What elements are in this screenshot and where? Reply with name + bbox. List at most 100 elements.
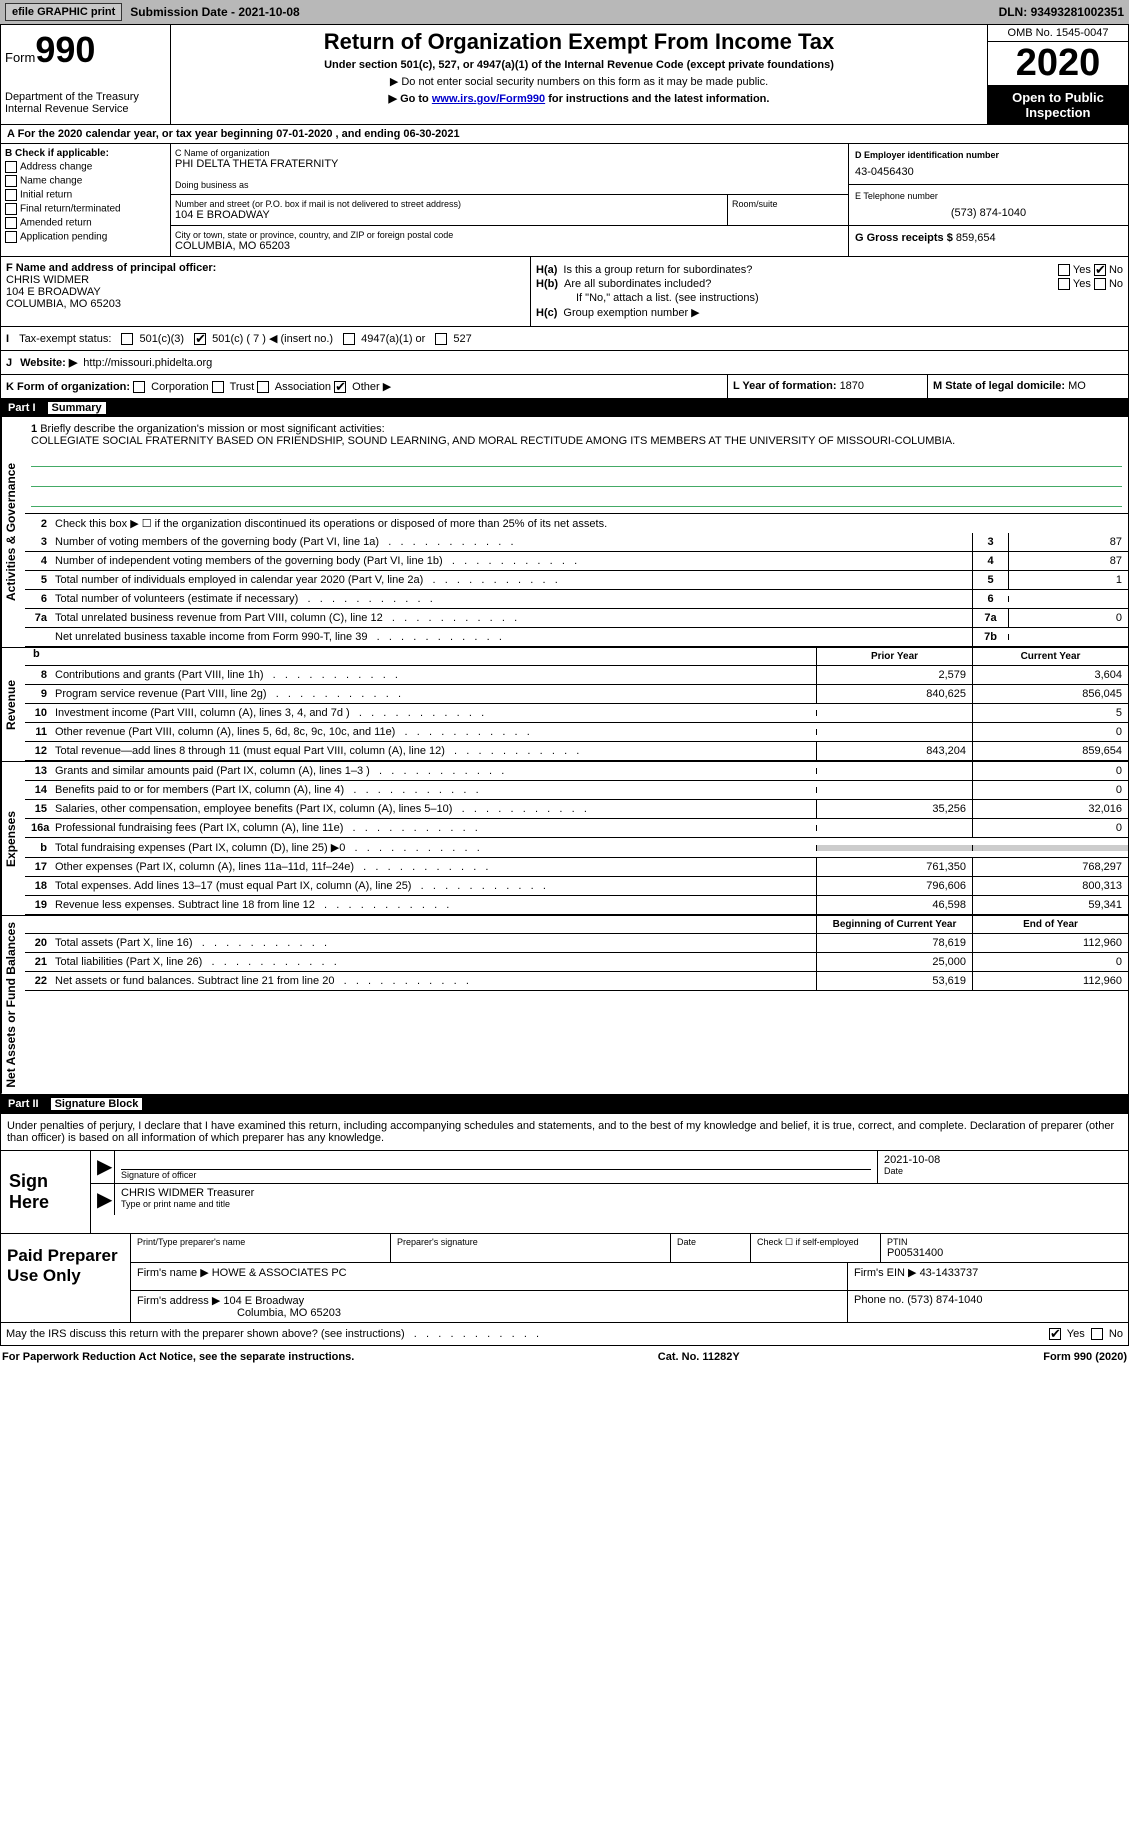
cb-501c[interactable] [194,333,206,345]
h-note: If "No," attach a list. (see instruction… [576,292,759,304]
city-label: City or town, state or province, country… [175,230,844,240]
firm-phone: (573) 874-1040 [907,1294,982,1306]
cb-address-change[interactable]: Address change [5,161,166,173]
vtab-rev: Revenue [1,648,25,761]
form-title: Return of Organization Exempt From Incom… [175,29,983,55]
cb-501c3[interactable] [121,333,133,345]
cb-other[interactable] [334,381,346,393]
expenses-section: Expenses 13Grants and similar amounts pa… [0,762,1129,916]
part1-title: Summary [48,402,106,414]
prep-sig-hdr: Preparer's signature [391,1234,671,1262]
gov-row: 4Number of independent voting members of… [25,552,1128,571]
data-row: bTotal fundraising expenses (Part IX, co… [25,838,1128,858]
firm-name: HOWE & ASSOCIATES PC [212,1267,347,1279]
data-row: 17Other expenses (Part IX, column (A), l… [25,858,1128,877]
data-row: 18Total expenses. Add lines 13–17 (must … [25,877,1128,896]
d-label: D Employer identification number [855,150,1122,160]
paid-preparer: Paid Preparer Use Only Print/Type prepar… [0,1234,1129,1323]
gov-row: 6Total number of volunteers (estimate if… [25,590,1128,609]
cb-discuss-yes[interactable] [1049,1328,1061,1340]
part2-title: Signature Block [51,1098,143,1110]
ein: 43-0456430 [855,166,1122,178]
dln: DLN: 93493281002351 [999,5,1124,19]
cb-assoc[interactable] [257,381,269,393]
sign-date: 2021-10-08 [884,1154,1122,1166]
ssn-warning: ▶ Do not enter social security numbers o… [175,75,983,88]
state-domicile: MO [1068,380,1086,392]
eoy-hdr: End of Year [972,916,1128,933]
firm-ein-label: Firm's EIN ▶ [854,1267,920,1279]
header-left: Form990 Department of the Treasury Inter… [1,25,171,124]
hb-label: Are all subordinates included? [564,278,711,290]
prior-year-hdr: Prior Year [816,648,972,665]
sign-here-label: Sign Here [1,1151,91,1233]
form990-link[interactable]: www.irs.gov/Form990 [432,93,545,105]
prep-date-hdr: Date [671,1234,751,1262]
firm-addr1: 104 E Broadway [223,1295,304,1307]
mission-text: COLLEGIATE SOCIAL FRATERNITY BASED ON FR… [31,435,1122,447]
g-label: G Gross receipts $ [855,232,956,244]
cb-final-return[interactable]: Final return/terminated [5,203,166,215]
data-row: 21Total liabilities (Part X, line 26)25,… [25,953,1128,972]
form-word: Form [5,50,35,65]
footer-mid: Cat. No. 11282Y [658,1351,740,1363]
footer-right: Form 990 (2020) [1043,1351,1127,1363]
city: COLUMBIA, MO 65203 [175,240,844,252]
dba-label: Doing business as [175,180,844,190]
efile-print-button[interactable]: efile GRAPHIC print [5,3,122,21]
declaration: Under penalties of perjury, I declare th… [0,1113,1129,1151]
form-number: Form990 [5,29,166,71]
cb-527[interactable] [435,333,447,345]
data-row: 10Investment income (Part VIII, column (… [25,704,1128,723]
data-row: 13Grants and similar amounts paid (Part … [25,762,1128,781]
submission-date-value: 2021-10-08 [238,5,299,19]
data-row: 11Other revenue (Part VIII, column (A), … [25,723,1128,742]
vtab-gov: Activities & Governance [1,417,25,647]
m-label: M State of legal domicile: [933,380,1065,392]
self-emp-hdr: Check ☐ if self-employed [751,1234,881,1262]
data-row: 14Benefits paid to or for members (Part … [25,781,1128,800]
footer-left: For Paperwork Reduction Act Notice, see … [2,1351,354,1363]
irs-discuss: May the IRS discuss this return with the… [6,1328,405,1340]
firm-addr2: Columbia, MO 65203 [137,1307,841,1319]
line-a: A For the 2020 calendar year, or tax yea… [0,125,1129,144]
officer-name-title: CHRIS WIDMER Treasurer [121,1187,1122,1199]
cb-corp[interactable] [133,381,145,393]
goto-post: for instructions and the latest informat… [545,93,769,105]
boy-hdr: Beginning of Current Year [816,916,972,933]
cb-trust[interactable] [212,381,224,393]
cb-discuss-no[interactable] [1091,1328,1103,1340]
website: http://missouri.phidelta.org [83,357,212,369]
header-right: OMB No. 1545-0047 2020 Open to Public In… [988,25,1128,124]
cb-app-pending[interactable]: Application pending [5,231,166,243]
sign-date-label: Date [884,1166,1122,1176]
irs-discuss-row: May the IRS discuss this return with the… [0,1323,1129,1346]
e-label: E Telephone number [855,191,1122,201]
officer-city: COLUMBIA, MO 65203 [6,298,525,310]
line2: Check this box ▶ ☐ if the organization d… [53,514,1128,533]
data-row: 16aProfessional fundraising fees (Part I… [25,819,1128,838]
vtab-net: Net Assets or Fund Balances [1,916,25,1094]
cb-initial-return[interactable]: Initial return [5,189,166,201]
ptin-label: PTIN [887,1237,1122,1247]
activities-governance: Activities & Governance 1 Briefly descri… [0,417,1129,648]
gov-row: 3Number of voting members of the governi… [25,533,1128,552]
street-label: Number and street (or P.O. box if mail i… [175,199,723,209]
ha-label: Is this a group return for subordinates? [563,264,752,276]
gov-row: 5Total number of individuals employed in… [25,571,1128,590]
street: 104 E BROADWAY [175,209,723,221]
data-row: 20Total assets (Part X, line 16)78,61911… [25,934,1128,953]
ptin: P00531400 [887,1247,1122,1259]
current-year-hdr: Current Year [972,648,1128,665]
col-h: H(a)Is this a group return for subordina… [531,257,1128,326]
revenue-section: Revenue bPrior YearCurrent Year 8Contrib… [0,648,1129,762]
part2-header: Part II Signature Block [0,1095,1129,1113]
hc-label: Group exemption number ▶ [563,306,699,319]
cb-4947[interactable] [343,333,355,345]
cb-name-change[interactable]: Name change [5,175,166,187]
form-header: Form990 Department of the Treasury Inter… [0,24,1129,125]
dln-value: 93493281002351 [1031,5,1124,19]
col-f: F Name and address of principal officer:… [1,257,531,326]
cb-amended[interactable]: Amended return [5,217,166,229]
goto-pre: ▶ Go to [389,93,432,105]
